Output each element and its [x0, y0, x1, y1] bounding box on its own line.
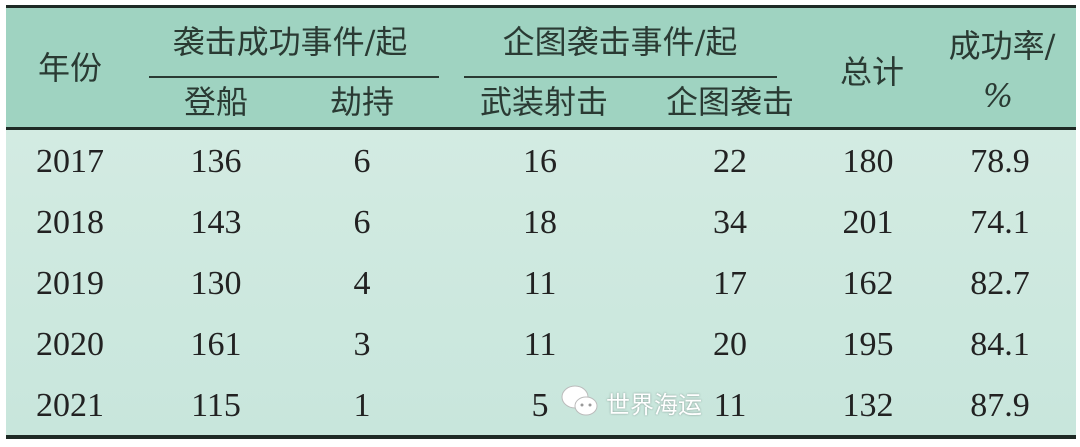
cell-year: 2017 [36, 143, 104, 180]
cell-total: 162 [842, 265, 894, 302]
cell-year: 2021 [36, 387, 104, 424]
header-attempted: 企图袭击 [665, 83, 795, 121]
cell-armed-fire: 18 [523, 204, 557, 241]
cell-hijack: 4 [353, 265, 371, 302]
cell-success-rate: 87.9 [970, 387, 1030, 424]
cell-boarding: 161 [190, 326, 242, 363]
cell-attempted: 20 [713, 326, 747, 363]
cell-attempted: 34 [713, 204, 747, 241]
cell-year: 2018 [36, 204, 104, 241]
wechat-icon [561, 385, 598, 416]
cell-armed-fire: 11 [523, 326, 557, 363]
table-row: 2019 130 4 11 17 162 82.7 [6, 264, 1076, 304]
cell-hijack: 1 [353, 387, 371, 424]
cell-armed-fire: 16 [523, 143, 557, 180]
cell-hijack: 6 [353, 204, 371, 241]
table-row: 2017 136 6 16 22 180 78.9 [6, 142, 1076, 182]
header-total: 总计 [839, 53, 905, 91]
table-row: 2018 143 6 18 34 201 74.1 [6, 203, 1076, 243]
header-group-success: 袭击成功事件/起 [172, 23, 408, 61]
cell-success-rate: 74.1 [970, 204, 1030, 241]
cell-total: 195 [842, 326, 894, 363]
cell-success-rate: 84.1 [970, 326, 1030, 363]
bottom-rule [6, 435, 1076, 439]
table-header: 年份 袭击成功事件/起 企图袭击事件/起 登船 劫持 武装射击 企图袭击 总计 … [6, 8, 1076, 127]
cell-boarding: 130 [190, 265, 242, 302]
header-armed-fire: 武装射击 [479, 83, 609, 121]
watermark: 世界海运 [560, 384, 702, 420]
watermark-text: 世界海运 [606, 390, 702, 419]
cell-boarding: 136 [190, 143, 242, 180]
group-rule-attempt [464, 76, 777, 78]
cell-hijack: 6 [353, 143, 371, 180]
group-rule-success [149, 76, 439, 78]
table-row: 2020 161 3 11 20 195 84.1 [6, 325, 1076, 365]
header-boarding: 登船 [183, 83, 249, 121]
table-row: 2021 115 1 5 11 132 87.9 [6, 386, 1076, 426]
cell-year: 2020 [36, 326, 104, 363]
cell-boarding: 115 [191, 387, 241, 424]
cell-year: 2019 [36, 265, 104, 302]
header-year: 年份 [37, 49, 103, 87]
header-rate: 成功率/ [948, 27, 1056, 65]
header-rule [6, 127, 1076, 130]
header-hijack: 劫持 [329, 83, 395, 121]
cell-attempted: 17 [713, 265, 747, 302]
top-rule [6, 5, 1076, 8]
cell-total: 180 [842, 143, 894, 180]
cell-success-rate: 78.9 [970, 143, 1030, 180]
cell-success-rate: 82.7 [970, 265, 1030, 302]
cell-attempted: 11 [713, 387, 747, 424]
table-body: 2017 136 6 16 22 180 78.9 2018 143 6 18 34 201 74.1 20… [6, 130, 1076, 435]
cell-total: 132 [842, 387, 894, 424]
header-rate-unit: % [982, 77, 1014, 115]
cell-boarding: 143 [190, 204, 242, 241]
cell-armed-fire: 5 [531, 387, 549, 424]
cell-total: 201 [842, 204, 894, 241]
cell-hijack: 3 [353, 326, 371, 363]
header-group-attempt: 企图袭击事件/起 [502, 23, 738, 61]
cell-armed-fire: 11 [523, 265, 557, 302]
cell-attempted: 22 [713, 143, 747, 180]
